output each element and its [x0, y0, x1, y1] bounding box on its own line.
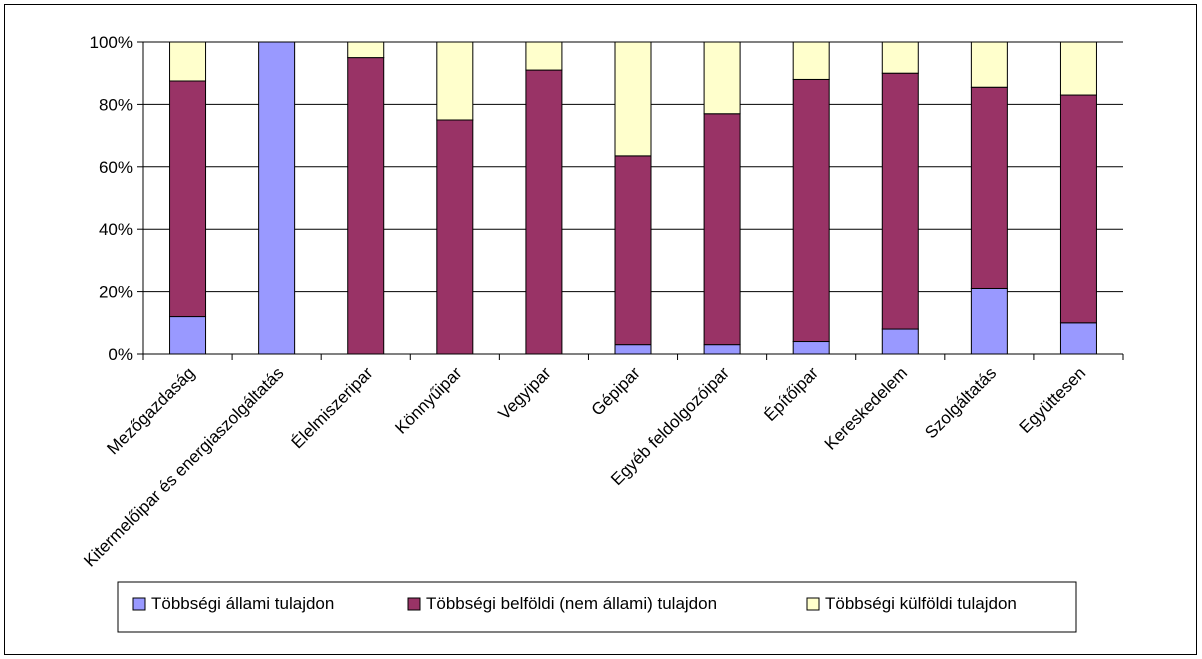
y-tick-label: 40% — [99, 220, 133, 239]
bar-segment — [881, 72, 919, 330]
x-tick-label: Vegyipar — [495, 363, 555, 423]
x-tick-label: Kitermelőipar és energiaszolgáltatás — [80, 363, 287, 570]
x-tick-label: Mezőgazdaság — [103, 363, 198, 458]
bar-segment — [703, 113, 741, 346]
bar-segment — [970, 41, 1008, 88]
legend-label: Többségi állami tulajdon — [151, 594, 334, 613]
y-tick-label: 20% — [99, 283, 133, 302]
legend-swatch — [806, 597, 820, 611]
x-tick-label: Építőipar — [760, 363, 822, 425]
bar-segment — [525, 69, 563, 355]
bar-segment — [1059, 322, 1097, 355]
x-tick-label: Együttesen — [1016, 363, 1090, 437]
x-tick-label: Gépipar — [588, 363, 644, 419]
y-tick-label: 100% — [90, 33, 133, 52]
y-tick-label: 80% — [99, 95, 133, 114]
legend-box — [117, 581, 1077, 633]
bar-segment — [1059, 41, 1097, 96]
bar-segment — [169, 316, 207, 355]
legend-swatch — [132, 597, 146, 611]
bar-segment — [881, 328, 919, 355]
legend: Többségi állami tulajdon Többségi belföld… — [117, 581, 1077, 633]
legend-label: Többségi külföldi tulajdon — [825, 594, 1017, 613]
bar-segment — [258, 41, 296, 355]
bar-segment — [525, 41, 563, 71]
bar-segment — [792, 341, 830, 355]
axes — [137, 41, 1124, 360]
bar-segment — [970, 287, 1008, 355]
bar-segment — [703, 41, 741, 115]
y-tick-label: 0% — [108, 345, 133, 364]
bar-segment — [792, 78, 830, 343]
bar-segment — [703, 344, 741, 355]
bar-segment — [614, 41, 652, 157]
bar-segment — [614, 344, 652, 355]
x-tick-label: Könnyűipar — [391, 363, 465, 437]
y-tick-label: 60% — [99, 158, 133, 177]
bar-segment — [614, 155, 652, 346]
legend-swatch — [407, 597, 421, 611]
bar-segment — [436, 119, 474, 355]
bar-segment — [1059, 94, 1097, 324]
bar-segment — [436, 41, 474, 121]
x-tick-label: Élelmiszeripar — [288, 363, 377, 452]
bar-segment — [169, 41, 207, 82]
x-tick-label: Kereskedelem — [821, 363, 911, 453]
bar-segment — [970, 86, 1008, 289]
legend-label: Többségi belföldi (nem állami) tulajdon — [426, 594, 717, 613]
bar-segment — [169, 80, 207, 318]
bars — [169, 41, 1097, 355]
bar-segment — [347, 41, 385, 59]
y-tick-labels: 0% 20% 40% 60% 80% 100% — [90, 33, 133, 364]
x-tick-label: Szolgáltatás — [921, 363, 1000, 442]
bar-segment — [347, 57, 385, 355]
bar-segment — [792, 41, 830, 80]
bar-segment — [881, 41, 919, 74]
